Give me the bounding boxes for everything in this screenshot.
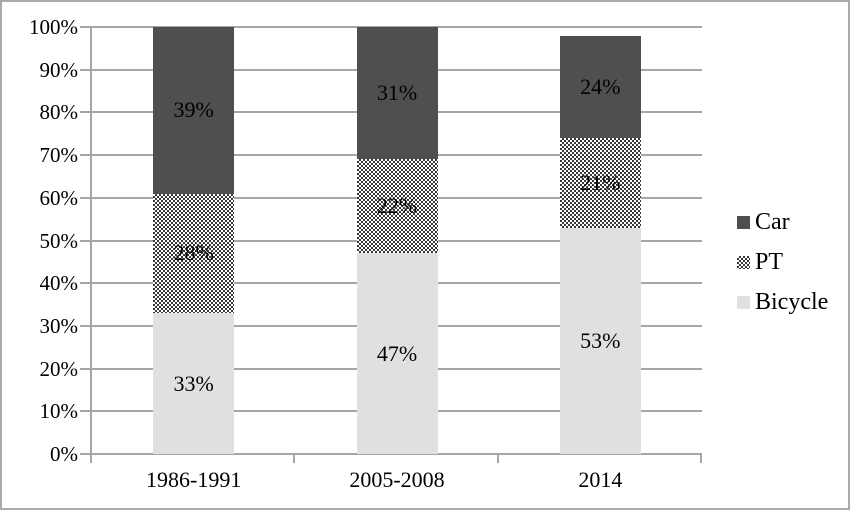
legend-item-bicycle: Bicycle (737, 282, 828, 322)
bar-segment-data-label: 53% (580, 327, 621, 353)
bar-segment-data-label: 24% (580, 73, 621, 99)
x-axis-tick (496, 454, 499, 463)
y-axis-tick-label: 30% (39, 313, 79, 338)
bar-segment-car: 24% (559, 35, 641, 138)
category-label: 2005-2008 (349, 467, 445, 492)
bar-segment-pt: 21% (559, 138, 641, 228)
legend-item-car: Car (737, 202, 790, 242)
legend-item-pt: PT (737, 242, 783, 282)
y-axis-tick-label: 70% (39, 143, 79, 168)
y-axis-tick (80, 410, 92, 413)
y-axis-tick (80, 282, 92, 285)
legend-swatch-pt (737, 255, 750, 269)
x-axis-tick (90, 454, 92, 463)
y-axis-tick-label: 0% (50, 442, 78, 466)
y-axis-tick (80, 239, 92, 242)
gridline (92, 453, 702, 455)
y-axis-tick-label: 40% (39, 271, 79, 296)
legend-swatch-bicycle (737, 295, 750, 309)
bar-segment-data-label: 22% (376, 193, 418, 219)
bar-segment-pt: 22% (356, 159, 438, 254)
bar-segment-pt: 28% (153, 193, 235, 314)
y-axis-tick (80, 324, 92, 327)
y-axis-tick (80, 111, 92, 114)
category-label: 1986-1991 (146, 467, 242, 492)
y-axis-tick-label: 60% (39, 185, 79, 210)
y-axis-tick-label: 50% (39, 228, 79, 253)
bar-segment-car: 31% (356, 27, 438, 160)
y-axis-tick-label: 90% (39, 57, 79, 82)
category-label: 2014 (578, 467, 623, 492)
bar-segment-bicycle: 47% (356, 253, 438, 454)
bar-segment-car: 39% (153, 27, 235, 194)
x-axis-tick (700, 454, 702, 463)
x-axis-tick (293, 454, 296, 463)
y-axis-tick-label: 20% (39, 356, 79, 381)
y-axis-tick-label: 80% (39, 100, 79, 125)
y-axis-tick (80, 367, 92, 370)
bar-segment-data-label: 33% (173, 370, 214, 396)
y-axis-tick (80, 154, 92, 157)
y-axis-tick (80, 68, 92, 71)
y-axis-tick (80, 453, 92, 455)
y-axis-tick (80, 196, 92, 199)
legend-item-label: Bicycle (755, 288, 829, 315)
bar-segment-bicycle: 53% (559, 227, 641, 454)
y-axis-line (90, 27, 92, 463)
bar-segment-data-label: 47% (376, 340, 418, 366)
y-axis-tick (80, 26, 92, 28)
bar-segment-data-label: 39% (173, 97, 214, 123)
bar-segment-data-label: 31% (376, 80, 418, 106)
y-axis-tick-label: 10% (39, 399, 79, 424)
legend: Car PT Bicycle (737, 202, 848, 332)
bar-segment-data-label: 21% (580, 169, 621, 195)
legend-item-label: PT (755, 248, 784, 275)
bar-segment-bicycle: 33% (153, 313, 235, 454)
bar-segment-data-label: 28% (173, 240, 214, 266)
y-axis-tick-label: 100% (29, 15, 78, 39)
legend-item-label: Car (755, 208, 790, 235)
legend-swatch-car (737, 215, 750, 229)
